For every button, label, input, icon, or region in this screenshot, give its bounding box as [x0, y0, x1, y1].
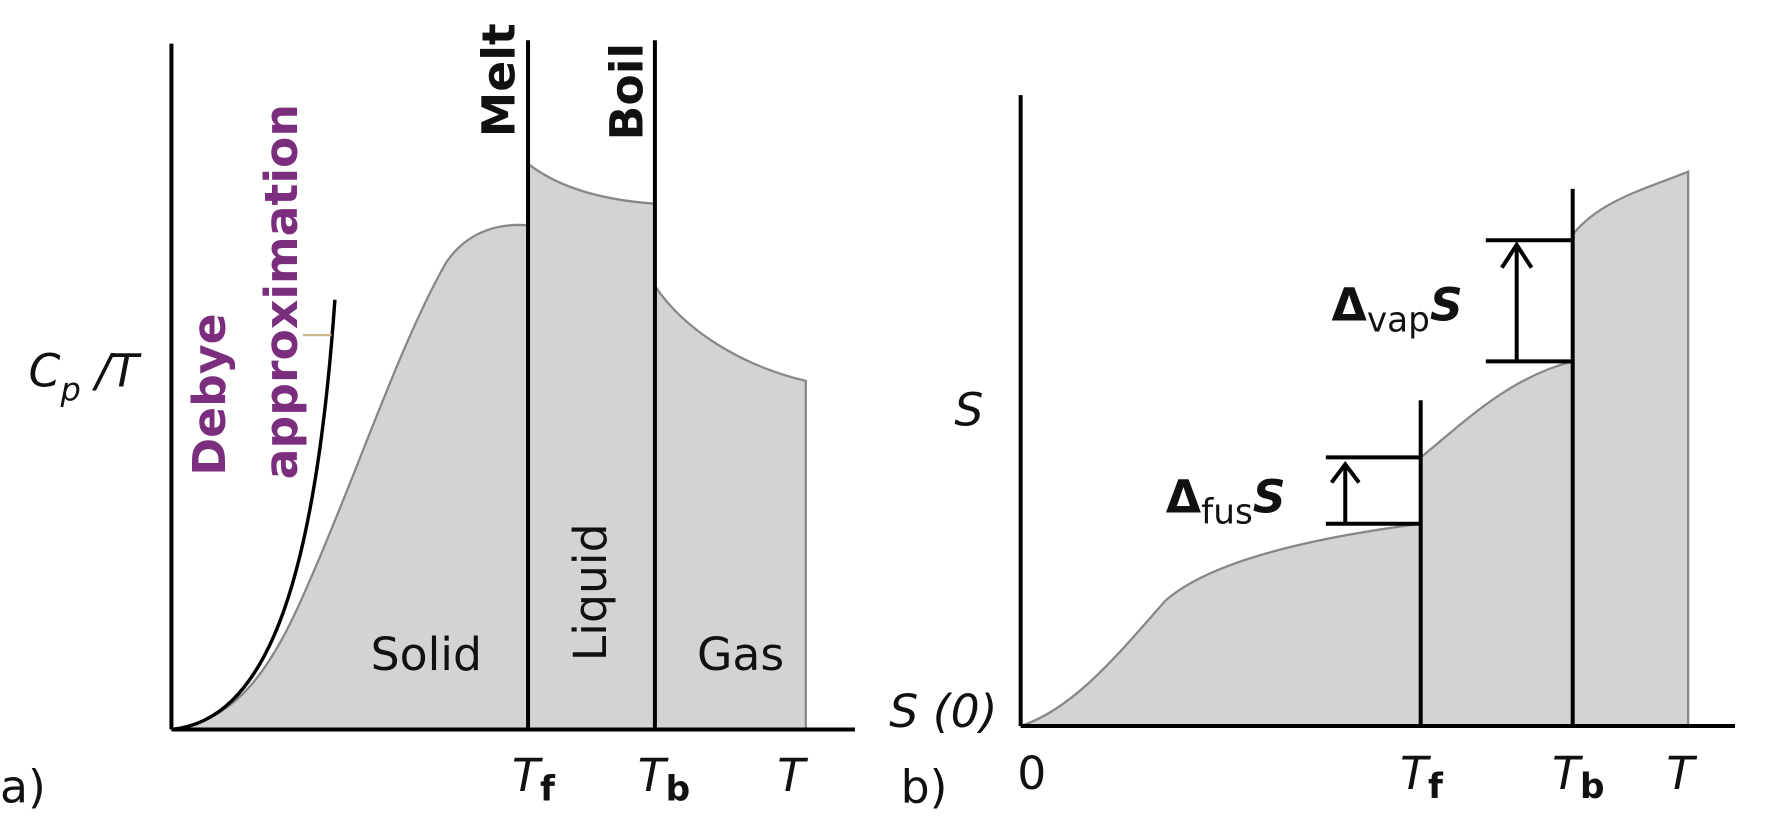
text-part: fus	[1201, 493, 1253, 533]
region-label: Liquid	[564, 523, 617, 661]
text-part: T	[512, 749, 543, 802]
text-part: S	[1430, 278, 1463, 331]
text-part: p	[59, 370, 80, 408]
vap-label: ΔvapS	[1332, 278, 1463, 340]
entropy-area	[1020, 169, 1690, 728]
text-part: T	[638, 749, 669, 802]
x-tick-label: T	[777, 749, 808, 802]
text-part: /T	[81, 345, 142, 398]
panel-a: Cp /T Debye approximation Melt Boil Soli…	[0, 23, 855, 814]
text-part: T	[777, 749, 808, 802]
text-part: b	[666, 769, 691, 809]
debye-label: Debye	[183, 313, 236, 475]
x-tick-label: Tb	[1552, 747, 1604, 807]
text-part: b	[1580, 767, 1605, 807]
region-label: Gas	[697, 628, 784, 681]
melt-label: Melt	[472, 23, 525, 137]
text-part: S	[1253, 470, 1286, 523]
x-tick-label: Tf	[512, 749, 556, 809]
x-tick-label: Tb	[638, 749, 690, 809]
fus-label: ΔfusS	[1166, 470, 1286, 532]
text-part: Δ	[1332, 278, 1368, 331]
text-part: Δ	[1166, 470, 1202, 523]
y-origin-label: S (0)	[889, 685, 997, 738]
panel-label: a)	[0, 761, 46, 814]
text-part: vap	[1367, 301, 1430, 341]
text-part: f	[1428, 767, 1444, 807]
y-axis-label: Cp /T	[29, 345, 142, 409]
text-part: T	[1666, 747, 1697, 800]
debye-curve	[171, 299, 337, 732]
boil-label: Boil	[600, 43, 653, 141]
text-part: f	[540, 769, 556, 809]
text-part: C	[29, 345, 61, 398]
text-part: T	[1400, 747, 1431, 800]
debye-label: approximation	[255, 104, 308, 479]
cp-area	[171, 161, 807, 731]
x-tick-label: 0	[1017, 747, 1046, 800]
y-axis-label: S	[954, 383, 983, 436]
text-part: 0	[1017, 747, 1046, 800]
fus-arrow	[1329, 460, 1361, 524]
panel-label: b)	[901, 761, 948, 814]
panel-b: S S (0) 0 Tf Tb T ΔvapS ΔfusS b)	[889, 95, 1735, 814]
x-tick-label: Tf	[1400, 747, 1444, 807]
region-label: Solid	[371, 628, 482, 681]
x-tick-label: T	[1666, 747, 1697, 800]
vap-arrow	[1500, 241, 1534, 362]
text-part: T	[1552, 747, 1583, 800]
